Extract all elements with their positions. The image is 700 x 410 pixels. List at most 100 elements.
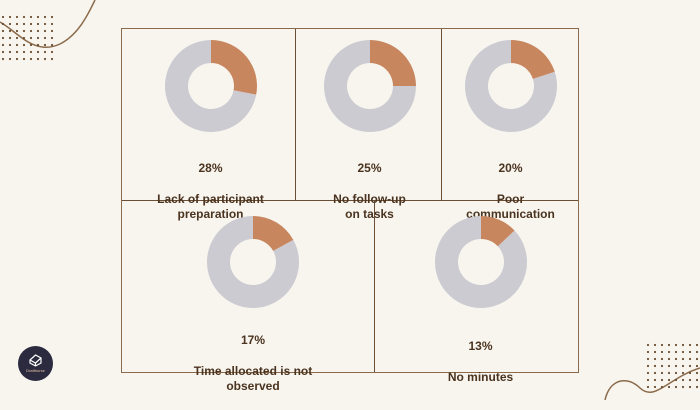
decorative-dot <box>681 378 685 382</box>
category-label-no-minutes: No minutes <box>447 369 514 384</box>
decorative-dot <box>43 22 47 26</box>
decorative-dot <box>22 43 26 47</box>
decorative-dot <box>1 36 5 40</box>
decorative-dot <box>29 29 33 33</box>
donut-slice-poor-communication <box>510 40 555 79</box>
decorative-dot <box>695 364 699 368</box>
decorative-dot <box>653 371 657 375</box>
decorative-dot <box>688 378 692 382</box>
decorative-dot <box>43 29 47 33</box>
value-label-time-not-observed: 17% <box>240 332 266 347</box>
decorative-dot <box>22 50 26 54</box>
decorative-dot <box>667 385 671 389</box>
decorative-dot <box>688 371 692 375</box>
category-label-no-follow-up: No follow-up on tasks <box>333 191 406 222</box>
decorative-dot <box>1 29 5 33</box>
donut-slice-no-minutes <box>480 216 515 247</box>
donut-remainder <box>434 216 527 308</box>
decorative-dot <box>653 364 657 368</box>
decorative-dot <box>1 57 5 61</box>
decorative-dot <box>681 371 685 375</box>
decorative-dot <box>8 22 12 26</box>
decorative-dot <box>660 378 664 382</box>
decorative-dot <box>653 350 657 354</box>
decorative-dot <box>22 36 26 40</box>
decorative-dot <box>646 385 650 389</box>
decorative-dot <box>22 57 26 61</box>
decorative-dot <box>36 50 40 54</box>
decorative-dot <box>695 371 699 375</box>
decorative-dot <box>653 385 657 389</box>
decorative-curve-bottom <box>604 367 700 400</box>
decorative-dot <box>50 29 54 33</box>
decorative-dot <box>50 15 54 19</box>
decorative-dot <box>660 350 664 354</box>
donut-slice-no-follow-up <box>369 40 416 86</box>
decorative-dot <box>8 36 12 40</box>
decorative-dot <box>36 15 40 19</box>
donut-chart-no-follow-up <box>323 40 416 132</box>
chart-cell-no-follow-up: 25% No follow-up on tasks <box>322 39 417 238</box>
donut-remainder <box>207 216 299 308</box>
decorative-dot <box>1 43 5 47</box>
decorative-dot <box>15 29 19 33</box>
donut-remainder <box>464 40 557 132</box>
divider-vertical-2 <box>441 29 442 200</box>
chart-grid: 28% Lack of participant preparation 25% … <box>121 28 579 393</box>
decorative-dot <box>43 50 47 54</box>
donut-chart-lack-of-preparation <box>164 40 257 133</box>
decorative-dot <box>43 36 47 40</box>
decorative-dot <box>667 364 671 368</box>
decorative-dot <box>36 29 40 33</box>
decorative-dot <box>50 57 54 61</box>
decorative-dot <box>660 364 664 368</box>
decorative-dot <box>688 357 692 361</box>
decorative-dot <box>653 378 657 382</box>
value-label-poor-communication: 20% <box>498 160 523 175</box>
category-label-lack-of-preparation: Lack of participant preparation <box>157 191 264 222</box>
decorative-dot <box>646 364 650 368</box>
decorative-dot <box>646 350 650 354</box>
decorative-dot <box>29 43 33 47</box>
decorative-dot <box>674 371 678 375</box>
divider-vertical-1 <box>295 29 296 200</box>
decorative-dot <box>695 357 699 361</box>
decorative-dot <box>667 343 671 347</box>
decorative-dot <box>674 343 678 347</box>
decorative-dot <box>688 385 692 389</box>
value-label-lack-of-preparation: 28% <box>198 160 223 175</box>
divider-horizontal <box>122 200 578 201</box>
decorative-curve-top <box>0 0 96 48</box>
decorative-dot <box>29 22 33 26</box>
decorative-dot <box>674 357 678 361</box>
decorative-dot <box>653 357 657 361</box>
decorative-dot <box>22 22 26 26</box>
decorative-dot <box>646 357 650 361</box>
decorative-dot <box>15 36 19 40</box>
decorative-dot <box>695 378 699 382</box>
donut-slice-lack-of-preparation <box>210 40 257 95</box>
chart-cell-lack-of-preparation: 28% Lack of participant preparation <box>122 39 299 238</box>
decorative-dot <box>660 385 664 389</box>
decorative-dot <box>695 350 699 354</box>
decorative-dot <box>8 15 12 19</box>
decorative-dot <box>660 343 664 347</box>
decorative-dot <box>688 343 692 347</box>
decorative-dot <box>43 43 47 47</box>
decorative-dot <box>15 15 19 19</box>
decorative-dot <box>646 343 650 347</box>
chart-cell-no-minutes: 13% No minutes <box>433 215 528 401</box>
decorative-dot <box>50 22 54 26</box>
decorative-dot <box>8 57 12 61</box>
decorative-dot <box>50 36 54 40</box>
decorative-dot <box>695 343 699 347</box>
decorative-dot <box>15 22 19 26</box>
decorative-dot <box>15 57 19 61</box>
decorative-dot <box>22 15 26 19</box>
decorative-dot <box>646 378 650 382</box>
decorative-dot <box>660 357 664 361</box>
decorative-dot <box>688 350 692 354</box>
donut-chart-no-minutes <box>434 216 527 308</box>
decorative-dot <box>1 50 5 54</box>
donut-remainder <box>164 40 256 133</box>
